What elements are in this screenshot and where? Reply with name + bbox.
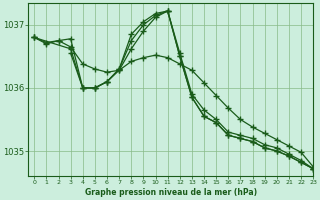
- X-axis label: Graphe pression niveau de la mer (hPa): Graphe pression niveau de la mer (hPa): [85, 188, 257, 197]
